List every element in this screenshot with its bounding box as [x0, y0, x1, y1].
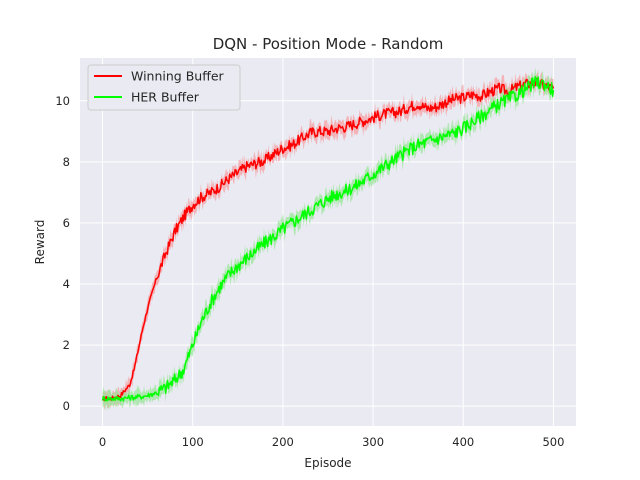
x-tick-label: 0	[99, 435, 106, 449]
series-line-her-buffer	[101, 75, 555, 402]
series-line-winning-buffer	[102, 77, 555, 402]
y-tick-labels: 0 2 4 6 8 10	[55, 94, 70, 413]
x-tick-labels: 0 100 200 300 400 500	[99, 435, 565, 449]
x-tick-label: 400	[452, 435, 474, 449]
x-axis-label: Episode	[304, 456, 351, 470]
y-axis-label: Reward	[33, 220, 47, 265]
y-tick-label: 10	[55, 94, 70, 108]
legend-label-her-buffer: HER Buffer	[131, 90, 200, 105]
confidence-band-winning-buffer	[102, 69, 554, 411]
chart-title: DQN - Position Mode - Random	[213, 35, 444, 53]
legend-box	[87, 64, 241, 111]
series-lines	[101, 75, 555, 402]
y-tick-label: 6	[63, 216, 70, 230]
y-tick-label: 8	[63, 155, 70, 169]
x-tick-label: 300	[362, 435, 384, 449]
confidence-band-her-buffer	[102, 67, 554, 411]
y-tick-label: 0	[63, 399, 70, 413]
confidence-bands	[102, 67, 554, 411]
plot-background	[80, 58, 576, 426]
legend-label-winning-buffer: Winning Buffer	[131, 69, 225, 84]
x-tick-label: 100	[182, 435, 204, 449]
y-tick-label: 2	[63, 338, 70, 352]
x-tick-label: 500	[542, 435, 564, 449]
x-tick-label: 200	[272, 435, 294, 449]
y-tick-label: 4	[63, 277, 70, 291]
legend: Winning Buffer HER Buffer	[87, 64, 241, 111]
